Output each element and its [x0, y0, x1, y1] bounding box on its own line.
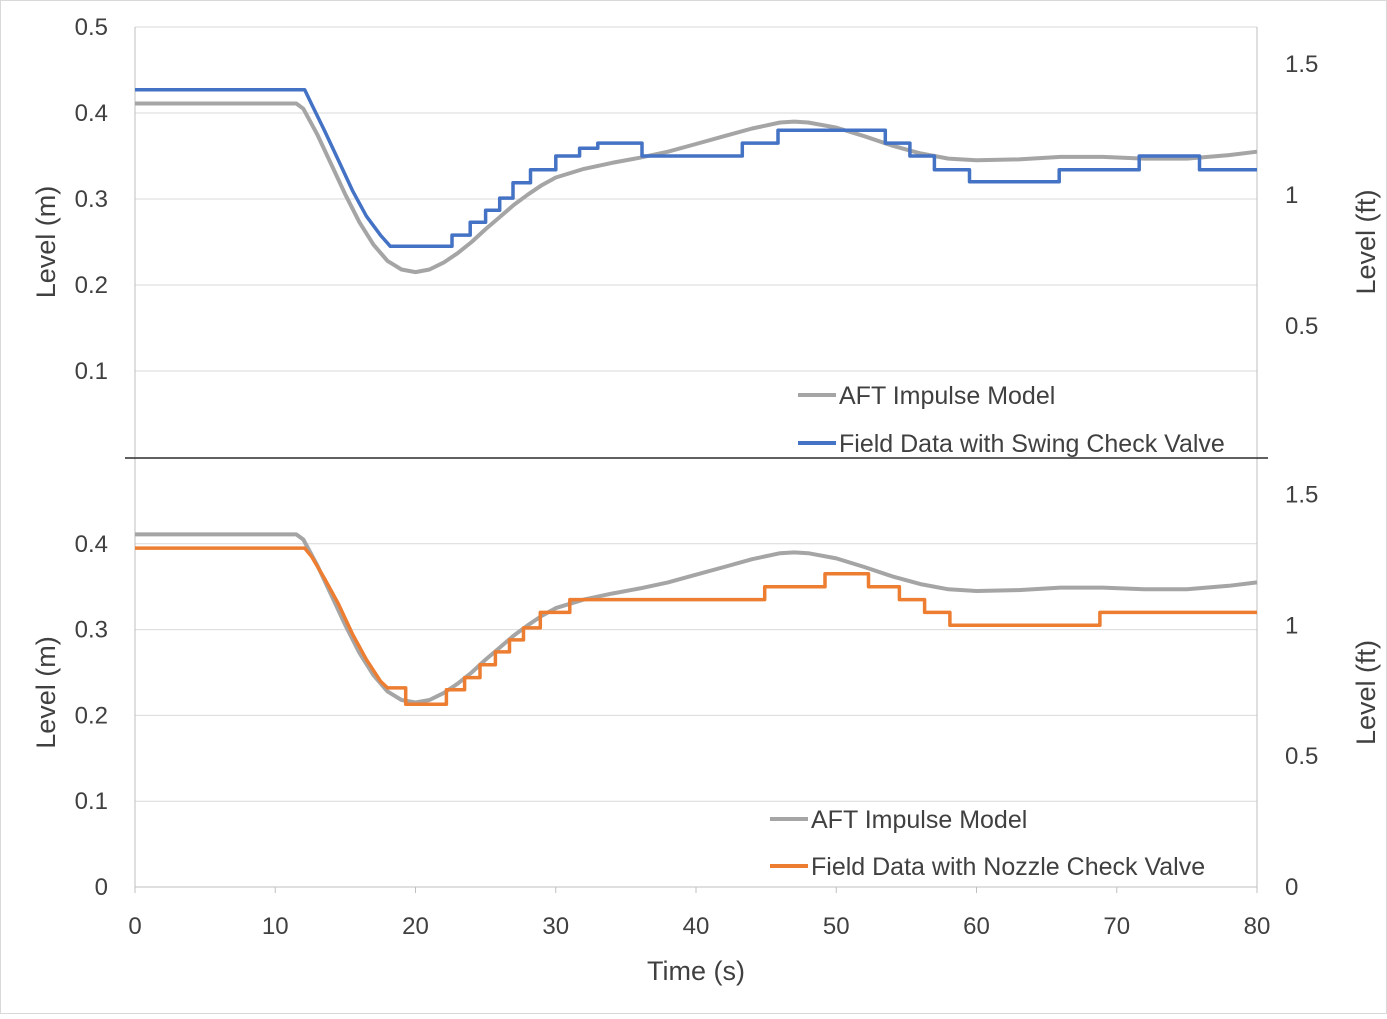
x-tick-label: 60 [963, 913, 990, 940]
y-tick-label: 0.3 [75, 617, 108, 644]
y2-tick-label: 0 [1285, 874, 1298, 901]
series-line-aft-impulse-model [135, 532, 1258, 705]
x-tick-label: 70 [1103, 913, 1130, 940]
series-line-field-data-with-nozzle-check-valve [135, 546, 1257, 706]
y-tick-label: 0.2 [75, 702, 108, 729]
y-tick-label: 0.4 [75, 531, 108, 558]
y-tick-label: 0.2 [75, 272, 108, 299]
y-tick-label: 0.3 [75, 186, 108, 213]
y-tick-label: 0 [95, 874, 108, 901]
x-tick-label: 80 [1244, 913, 1271, 940]
y2-tick-label: 1 [1285, 612, 1298, 639]
y2-tick-label: 1.5 [1285, 51, 1318, 78]
x-tick-label: 30 [542, 913, 569, 940]
y-axis-label: Level (m) [31, 186, 61, 299]
y-axis-label: Level (m) [31, 636, 61, 749]
x-tick-label: 0 [128, 913, 141, 940]
legend-entry: Field Data with Nozzle Check Valve [811, 853, 1205, 881]
x-tick-label: 50 [823, 913, 850, 940]
y-tick-label: 0.4 [75, 100, 108, 127]
y2-axis-label: Level (ft) [1351, 189, 1381, 294]
x-tick-label: 20 [402, 913, 429, 940]
y-tick-label: 0.1 [75, 788, 108, 815]
legend-entry: AFT Impulse Model [811, 806, 1027, 834]
legend-entry: Field Data with Swing Check Valve [839, 430, 1225, 458]
series-line-aft-impulse-model [135, 101, 1258, 275]
y2-tick-label: 1 [1285, 182, 1298, 209]
y2-tick-label: 0.5 [1285, 743, 1318, 770]
y2-tick-label: 0.5 [1285, 313, 1318, 340]
x-tick-label: 10 [262, 913, 289, 940]
y2-tick-label: 1.5 [1285, 482, 1318, 509]
series-line-field-data-with-swing-check-valve [135, 88, 1257, 249]
x-tick-label: 40 [683, 913, 710, 940]
y-tick-label: 0.1 [75, 358, 108, 385]
legend-entry: AFT Impulse Model [839, 382, 1055, 410]
x-axis-label: Time (s) [647, 956, 745, 986]
y-tick-label: 0.5 [75, 14, 108, 41]
top-panel: 0.1 0.2 0.3 0.4 0.5 0.5 1 1.5 Level (m) Level (ft… [31, 14, 1381, 458]
y2-axis-label: Level (ft) [1351, 640, 1381, 745]
bottom-panel: 0 0.1 0.2 0.3 0.4 0 0.5 1 1.5 Level (m) Level (ft)… [31, 458, 1381, 940]
